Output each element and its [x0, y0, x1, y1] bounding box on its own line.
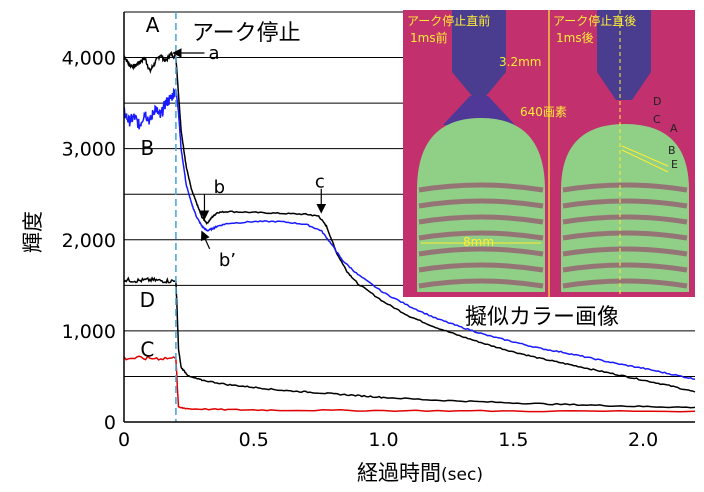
- inset-stripe: [562, 246, 688, 257]
- y-tick-label: 0: [104, 412, 116, 434]
- inset-right-sub: 1ms後: [556, 31, 594, 45]
- inset-left-title: アーク停止直前: [407, 13, 490, 28]
- y-tick-label: 2,000: [62, 230, 116, 252]
- series-D-letter: D: [140, 288, 155, 312]
- inset-label-e: E: [671, 158, 678, 171]
- series-C-letter: C: [140, 337, 154, 361]
- series-letters: A B D C: [140, 13, 160, 361]
- inset-left-arc: [443, 96, 515, 125]
- inset-stripe: [418, 230, 544, 241]
- arc-stop-label: アーク停止: [192, 21, 301, 46]
- inset-stripe: [562, 230, 688, 241]
- inset-stripe: [562, 214, 688, 225]
- y-tick-label: 1,000: [62, 321, 116, 343]
- tick-labels: 0 1,000 2,000 3,000 4,000 0 0.5 1.0 1.5 2.0: [62, 48, 659, 451]
- inset-dim-weld: 8mm: [463, 235, 494, 249]
- inset-left-stripes: [418, 182, 544, 289]
- inset-stripe: [562, 262, 688, 273]
- inset-stripe: [418, 198, 544, 209]
- inset-yellow-guide-1: [621, 145, 669, 167]
- inset-right-electrode: [597, 10, 651, 72]
- inset-dim-electrode: 3.2mm: [499, 55, 541, 69]
- x-axis-title-unit: (sec): [441, 465, 483, 485]
- inset-left-electrode-tip: [452, 72, 506, 96]
- x-tick-label: 2.0: [628, 429, 658, 451]
- annotation-label: a: [208, 43, 219, 64]
- inset-label-c: C: [653, 113, 661, 126]
- y-axis-title: 輝度: [21, 211, 45, 253]
- inset-stripe: [418, 278, 544, 289]
- inset-stripe: [562, 198, 688, 209]
- x-axis-title: 経過時間(sec): [357, 461, 483, 485]
- inset-stripe: [562, 182, 688, 193]
- inset-label-a: A: [670, 122, 678, 135]
- x-tick-label: 0.5: [239, 429, 269, 451]
- annotation-arrow: [200, 230, 211, 250]
- annotation-label: b’: [219, 250, 236, 271]
- y-tick-label: 4,000: [62, 48, 116, 70]
- inset-right-title: アーク停止直後: [553, 13, 636, 28]
- x-tick-label: 1.5: [498, 429, 528, 451]
- inset-left-electrode: [452, 10, 506, 72]
- series-A-letter: A: [146, 13, 160, 37]
- series-D-line: [123, 276, 696, 409]
- series-C-line: [123, 355, 696, 413]
- series-A-line: [123, 50, 696, 393]
- inset-stripe: [418, 246, 544, 257]
- inset-left-sub: 1ms前: [410, 30, 448, 45]
- inset-right-electrode-tip: [597, 72, 651, 100]
- y-tick-label: 3,000: [62, 139, 116, 161]
- annotation-label: b: [214, 177, 225, 198]
- inset-stripe: [418, 262, 544, 273]
- inset-caption: 擬似カラー画像: [465, 305, 619, 330]
- x-tick-label: 0: [118, 429, 130, 451]
- inset-stripe: [418, 214, 544, 225]
- series-B-line: [123, 87, 696, 380]
- inset-right-stripes: [562, 182, 688, 289]
- inset-dim-pixels: 640画素: [520, 105, 567, 119]
- inset-stripe: [418, 182, 544, 193]
- annotations: a b b’ c: [172, 43, 327, 271]
- annotation-label: c: [315, 171, 325, 192]
- inset-image: アーク停止直前 1ms前 アーク停止直後 1ms後 3.2mm 640画素 8m…: [403, 10, 695, 297]
- x-axis-title-main: 経過時間: [357, 461, 441, 485]
- inset-stripe: [562, 278, 688, 289]
- x-tick-label: 1.0: [368, 429, 398, 451]
- inset-label-d: D: [653, 95, 661, 108]
- inset-yellow-guide-2: [621, 149, 669, 173]
- series-layer: [123, 50, 696, 413]
- inset-label-b: B: [668, 144, 676, 157]
- series-B-letter: B: [140, 136, 154, 160]
